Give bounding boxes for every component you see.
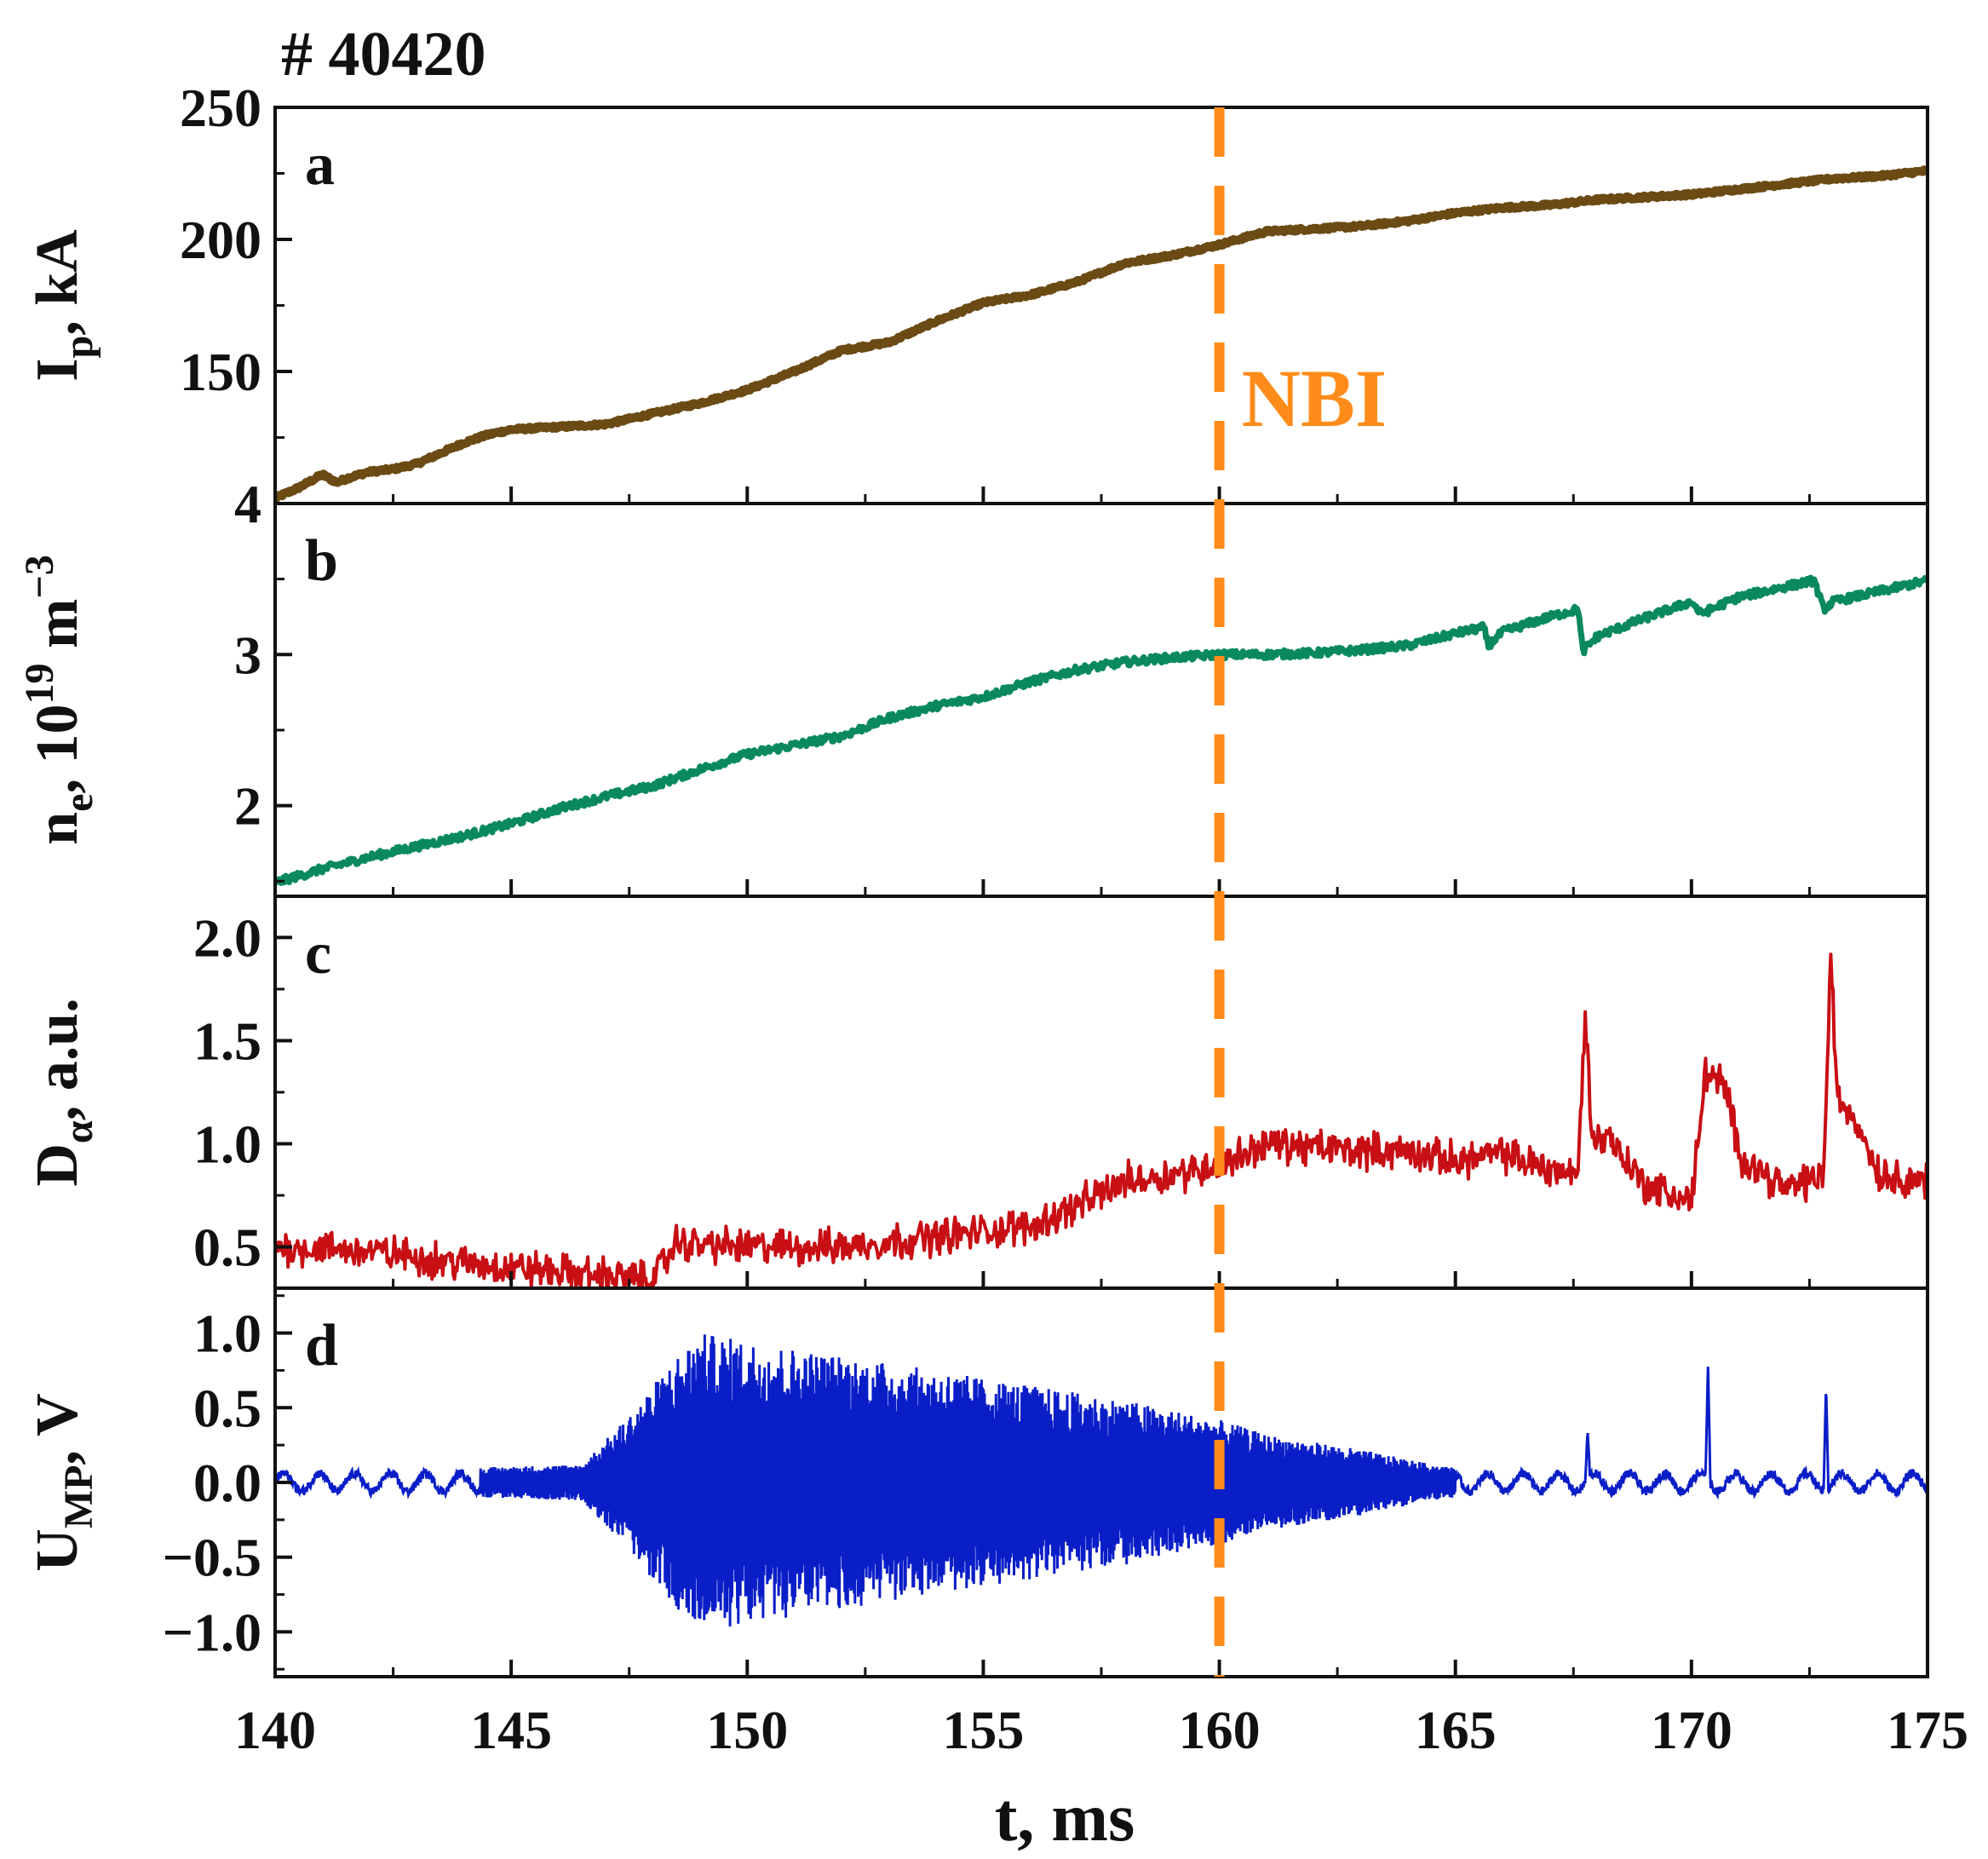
- trace-a: [275, 165, 1928, 503]
- panel-frame-b: [273, 502, 1929, 898]
- y-axis-title-a: Ip, kA: [25, 229, 101, 382]
- y-tick-label-a: 250: [180, 78, 261, 138]
- y-tick-label-d: 1.0: [193, 1304, 261, 1364]
- panel-a-plasma-current: 150 200 250 a Ip, kA: [25, 78, 1929, 505]
- y-tick-label-d: −1.0: [163, 1602, 261, 1662]
- x-axis-title: t, ms: [995, 1781, 1135, 1856]
- panel-d-mirnov-probe: −1.0 −0.5 0.0 0.5 1.0 d UMP, V: [25, 1286, 1929, 1678]
- trace-b: [275, 574, 1928, 886]
- x-tick-label: 170: [1651, 1700, 1732, 1760]
- y-axis-title-c: Dα, a.u.: [25, 998, 101, 1186]
- y-tick-label-c: 1.5: [193, 1010, 261, 1071]
- y-axis-title-b: ne, 1019 m−3: [17, 555, 101, 844]
- x-tick-label: 145: [470, 1700, 552, 1760]
- shared-time-axis: 140 145 150 155 160 165 170 175: [234, 1700, 1968, 1760]
- x-tick-label: 175: [1887, 1700, 1968, 1760]
- nbi-label: NBI: [1242, 353, 1388, 444]
- shot-number-label: # 40420: [281, 20, 486, 89]
- panel-frame-a: [273, 106, 1929, 505]
- y-tick-label-c: 2.0: [193, 907, 261, 968]
- panel-letter-a: a: [305, 132, 335, 198]
- panel-letter-d: d: [305, 1313, 338, 1378]
- panel-b-electron-density: 2 3 4b ne, 1019 m−3: [17, 474, 1929, 898]
- panel-frame-c: [273, 895, 1929, 1290]
- y-tick-label-a: 150: [180, 342, 261, 402]
- y-tick-label-d: 0.0: [193, 1453, 261, 1513]
- x-tick-label: 165: [1415, 1700, 1497, 1760]
- panel-c-d-alpha: 0.5 1.0 1.5 2.0 c Dα, a.u.: [25, 895, 1929, 1290]
- x-tick-label: 155: [942, 1700, 1024, 1760]
- panel-letter-c: c: [305, 921, 331, 987]
- y-tick-label-d: 0.5: [193, 1378, 261, 1438]
- y-tick-label-b: 4: [234, 474, 261, 534]
- y-axis-title-d: UMP, V: [25, 1393, 101, 1571]
- trace-c: [275, 953, 1928, 1288]
- y-tick-label-b: 2: [234, 776, 261, 837]
- trace-d: [275, 1334, 1928, 1627]
- x-tick-label: 160: [1179, 1700, 1261, 1760]
- y-tick-label-d: −0.5: [163, 1528, 261, 1588]
- y-tick-label-c: 1.0: [193, 1114, 261, 1175]
- y-tick-label-c: 0.5: [193, 1217, 261, 1278]
- panel-letter-b: b: [305, 528, 338, 594]
- x-tick-label: 140: [234, 1700, 316, 1760]
- y-tick-label-a: 200: [180, 210, 261, 270]
- y-tick-label-b: 3: [234, 624, 261, 685]
- x-tick-label: 150: [706, 1700, 788, 1760]
